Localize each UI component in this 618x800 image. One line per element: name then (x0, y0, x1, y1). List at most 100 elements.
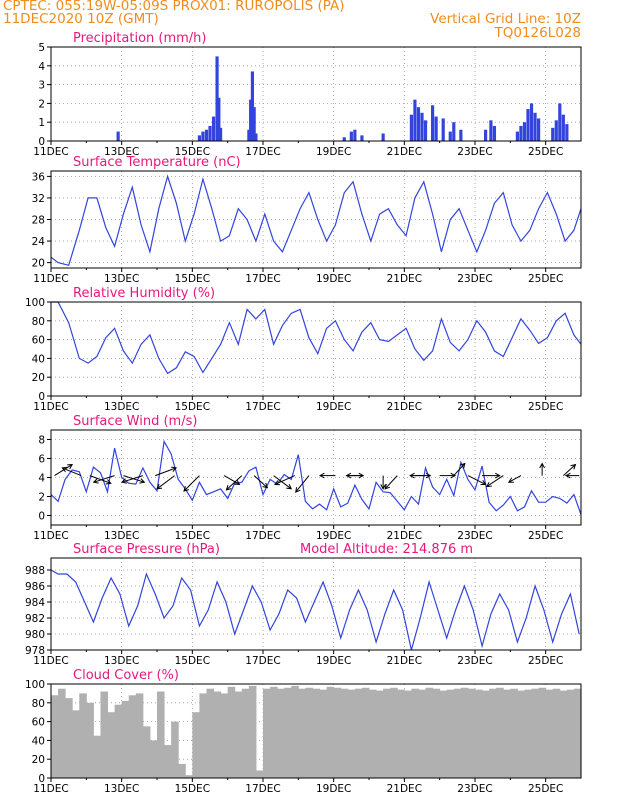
x-tick-label: 19DEC (316, 655, 351, 667)
cloud-bar (270, 686, 278, 778)
x-tick-label: 13DEC (104, 273, 139, 285)
wind-arrow-head (120, 478, 127, 484)
cloud-bar (425, 687, 434, 778)
wind-arrow-head (183, 486, 189, 492)
panel-title: Surface Pressure (hPa) (73, 542, 220, 557)
cloud-bar (149, 740, 158, 778)
precip-bar (537, 118, 541, 141)
wind-arrow-head (459, 462, 466, 469)
precip-bar (448, 131, 452, 141)
wind-arrow-head (480, 480, 487, 486)
y-tick-label: 8 (38, 435, 45, 447)
precip-bar (409, 114, 413, 141)
cloud-bar (255, 770, 264, 778)
precip-bar (529, 103, 534, 141)
x-tick-label: 17DEC (245, 401, 280, 413)
cloud-bar (446, 689, 455, 778)
x-tick-label: 19DEC (316, 401, 351, 413)
x-tick-label: 23DEC (457, 401, 492, 413)
wind-arrow (253, 475, 268, 489)
cloud-bar (248, 685, 257, 778)
cloud-bar (157, 691, 165, 778)
header-grid-line-info: Vertical Grid Line: 10Z (430, 11, 581, 27)
wind-arrow-head (295, 487, 301, 493)
x-tick-label: 17DEC (245, 146, 280, 158)
cloud-bar (354, 688, 363, 778)
panel-annotation: Model Altitude: 214.876 m (300, 542, 473, 557)
x-tick-label: 25DEC (528, 146, 563, 158)
x-tick-label: 19DEC (316, 783, 351, 795)
wind-arrow-head (61, 466, 68, 473)
cloud-bar (347, 689, 356, 778)
panel-frame (50, 170, 582, 269)
precip-bar (349, 131, 353, 141)
wind-arrow-head (92, 478, 99, 484)
precip-bar (558, 103, 562, 141)
wind-arrow-head (225, 484, 232, 491)
cloud-bar (185, 775, 193, 778)
precip-bar (441, 118, 445, 141)
cloud-bar (100, 691, 109, 778)
cloud-bar (566, 689, 575, 778)
x-tick-label: 23DEC (457, 530, 492, 542)
cloud-bar (552, 688, 561, 778)
cloud-bar (453, 688, 462, 778)
cloud-bar (340, 688, 349, 778)
x-tick-label: 25DEC (528, 530, 563, 542)
precip-bar (250, 71, 254, 141)
cloud-bar (234, 691, 243, 778)
cloud-bar (199, 693, 207, 778)
x-tick-label: 23DEC (457, 655, 492, 667)
cloud-bar (326, 686, 335, 778)
cloud-bar (369, 689, 377, 778)
panel-title: Precipitation (mm/h) (73, 31, 206, 46)
cloud-bar (411, 688, 419, 778)
cloud-bar (284, 687, 292, 778)
cloud-bar (383, 688, 391, 778)
precip-bar (353, 129, 357, 141)
wind-arrow (467, 475, 486, 485)
cloud-bar (72, 710, 80, 778)
precip-bar (208, 125, 212, 141)
y-tick-label: 2 (38, 492, 45, 504)
y-tick-label: 24 (32, 236, 46, 248)
cloud-bar (291, 685, 299, 778)
cloud-bar (531, 688, 540, 778)
y-tick-label: 36 (32, 171, 46, 183)
precip-bar (459, 129, 463, 141)
precip-bar (434, 116, 438, 141)
wind-arrow-head (67, 464, 74, 470)
wind-arrow (384, 475, 398, 490)
x-tick-label: 11DEC (33, 146, 68, 158)
wind-arrow (274, 475, 296, 485)
wind-arrow-head (345, 472, 352, 479)
wind-arrow-head (274, 480, 281, 486)
panel-frame (50, 557, 582, 651)
y-tick-label: 20 (32, 754, 45, 766)
x-tick-label: 19DEC (316, 273, 351, 285)
wind-arrow (62, 467, 82, 477)
y-tick-label: 40 (32, 735, 45, 747)
cloud-bar (545, 689, 554, 778)
x-tick-label: 23DEC (457, 146, 492, 158)
wind-arrow (156, 475, 175, 490)
cloud-bar (361, 687, 370, 778)
precip-bar (197, 135, 201, 141)
y-tick-label: 60 (32, 335, 45, 347)
cloud-bar (524, 689, 533, 778)
y-tick-label: 6 (38, 454, 45, 466)
x-tick-label: 11DEC (33, 273, 68, 285)
y-tick-label: 5 (38, 42, 45, 54)
wind-arrow-head (156, 484, 163, 490)
cloud-bar (475, 689, 483, 778)
y-tick-label: 80 (32, 316, 45, 328)
x-tick-label: 21DEC (387, 146, 422, 158)
y-tick-label: 80 (32, 698, 45, 710)
x-tick-label: 15DEC (175, 530, 210, 542)
series-line (51, 301, 582, 375)
wind-arrow (486, 475, 504, 488)
cloud-bar (241, 688, 250, 778)
cloud-bar (142, 726, 151, 778)
x-tick-label: 13DEC (104, 401, 139, 413)
precip-bar (519, 125, 523, 141)
